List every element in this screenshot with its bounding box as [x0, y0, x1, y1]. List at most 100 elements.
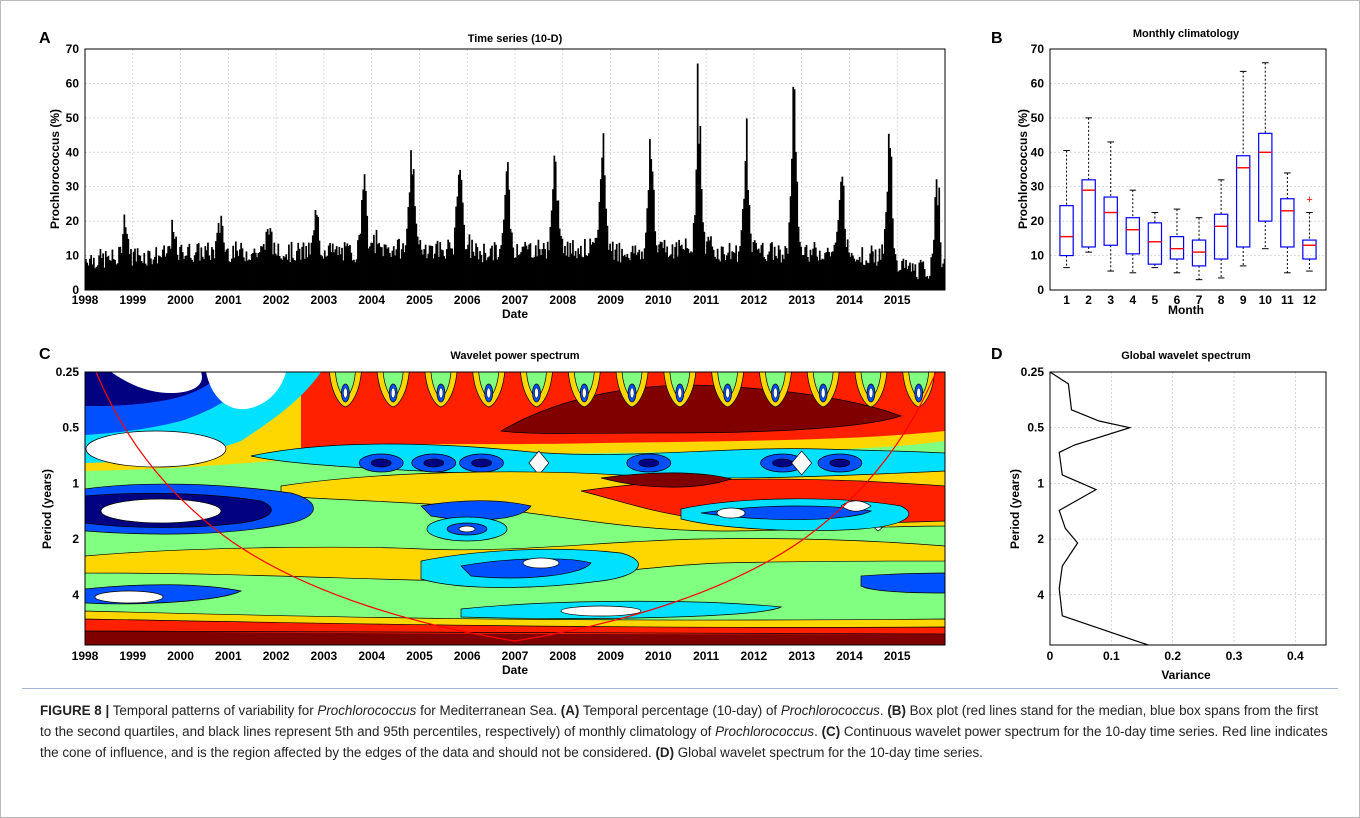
- time-series-bar: [250, 253, 253, 290]
- time-series-bar: [911, 263, 914, 290]
- time-series-bar: [406, 228, 408, 290]
- time-series-bar: [467, 244, 469, 290]
- time-series-bar: [114, 260, 116, 290]
- time-series-bar: [217, 222, 220, 290]
- time-series-bar: [874, 249, 877, 290]
- time-series-bar: [369, 246, 371, 290]
- time-series-bar: [282, 256, 285, 290]
- time-series-bar: [321, 256, 323, 290]
- time-series-bar: [606, 225, 609, 290]
- time-series-bar: [249, 260, 252, 290]
- time-series-bar: [479, 251, 481, 290]
- x-tick-label: 2008: [549, 649, 576, 663]
- time-series-bar: [394, 255, 396, 290]
- time-series-bar: [353, 259, 355, 290]
- time-series-bar: [623, 254, 626, 290]
- time-series-bar: [207, 242, 209, 290]
- time-series-bar: [660, 242, 663, 290]
- x-tick-label: 2000: [167, 293, 194, 307]
- time-series-bar: [343, 242, 346, 290]
- time-series-bar: [775, 255, 777, 290]
- x-tick-label: 2005: [406, 293, 433, 307]
- time-series-bar: [224, 251, 227, 290]
- time-series-bar: [533, 256, 536, 290]
- time-series-bar: [416, 236, 419, 290]
- time-series-bar: [646, 208, 649, 290]
- time-series-bar: [232, 245, 235, 290]
- time-series-bar: [765, 261, 768, 290]
- time-series-bar: [715, 258, 718, 290]
- time-series-bar: [566, 241, 569, 290]
- time-series-bar: [293, 259, 296, 290]
- time-series-bar: [140, 261, 143, 290]
- x-tick-label: 2013: [788, 293, 815, 307]
- caption-part: Temporal percentage (10-day) of: [579, 703, 781, 718]
- panel-d-x-ticks: 0 0.1 0.2 0.3 0.4: [1047, 649, 1304, 663]
- time-series-bar: [261, 246, 264, 290]
- panel-b-y-label: Prochlorococcus (%): [1016, 109, 1030, 229]
- time-series-bar: [631, 245, 634, 290]
- time-series-bar: [675, 242, 678, 290]
- time-series-bar: [378, 242, 381, 290]
- time-series-bar: [768, 251, 771, 290]
- time-series-bar: [342, 260, 345, 290]
- time-series-bar: [659, 241, 662, 290]
- time-series-bar: [281, 259, 284, 290]
- time-series-bar: [838, 199, 841, 290]
- time-series-bar: [889, 148, 891, 290]
- x-tick-label: 2003: [311, 293, 338, 307]
- time-series-bar: [814, 247, 817, 290]
- time-series-bar: [484, 252, 487, 290]
- panel-a-bars: [85, 63, 946, 291]
- time-series-bar: [276, 255, 278, 290]
- time-series-bar: [686, 247, 688, 290]
- x-tick-label: 2012: [741, 649, 768, 663]
- time-series-bar: [562, 253, 565, 290]
- time-series-bar: [420, 249, 423, 290]
- x-tick-label: 1999: [119, 649, 146, 663]
- y-tick-label: 40: [66, 145, 80, 159]
- contour-band: [629, 387, 635, 399]
- time-series-bar: [757, 248, 760, 290]
- time-series-bar: [617, 261, 619, 290]
- time-series-bar: [618, 242, 621, 290]
- time-series-bar: [903, 267, 906, 290]
- x-tick-label: 2006: [454, 293, 481, 307]
- time-series-bar: [899, 269, 902, 290]
- time-series-bar: [468, 234, 471, 290]
- time-series-bar: [939, 242, 942, 290]
- time-series-bar: [183, 259, 185, 290]
- time-series-bar: [556, 200, 558, 290]
- time-series-bar: [171, 219, 173, 290]
- time-series-bar: [440, 249, 443, 290]
- caption-part: .: [879, 703, 888, 718]
- time-series-bar: [347, 245, 350, 290]
- contour-band: [772, 458, 793, 468]
- time-series-bar: [763, 257, 765, 290]
- time-series-bar: [481, 262, 484, 290]
- time-series-bar: [213, 258, 216, 290]
- time-series-bar: [611, 241, 614, 290]
- time-series-bar: [330, 251, 333, 290]
- x-tick-label: 0.4: [1287, 649, 1304, 663]
- time-series-bar: [161, 249, 164, 290]
- time-series-bar: [711, 246, 714, 290]
- time-series-bar: [444, 258, 447, 290]
- time-series-bar: [248, 259, 250, 290]
- time-series-bar: [607, 249, 610, 290]
- time-series-bar: [189, 257, 192, 290]
- caption-part: Temporal patterns of variability for: [112, 703, 318, 718]
- time-series-bar: [400, 249, 403, 290]
- time-series-bar: [318, 240, 321, 290]
- time-series-bar: [265, 231, 268, 290]
- time-series-bar: [719, 261, 722, 290]
- time-series-bar: [860, 262, 862, 290]
- time-series-bar: [311, 235, 314, 290]
- time-series-bar: [662, 248, 665, 290]
- time-series-bar: [935, 179, 938, 290]
- time-series-bar: [601, 157, 603, 290]
- time-series-bar: [152, 259, 155, 290]
- time-series-bar: [584, 239, 586, 290]
- time-series-bar: [810, 255, 813, 290]
- time-series-bar: [192, 261, 195, 290]
